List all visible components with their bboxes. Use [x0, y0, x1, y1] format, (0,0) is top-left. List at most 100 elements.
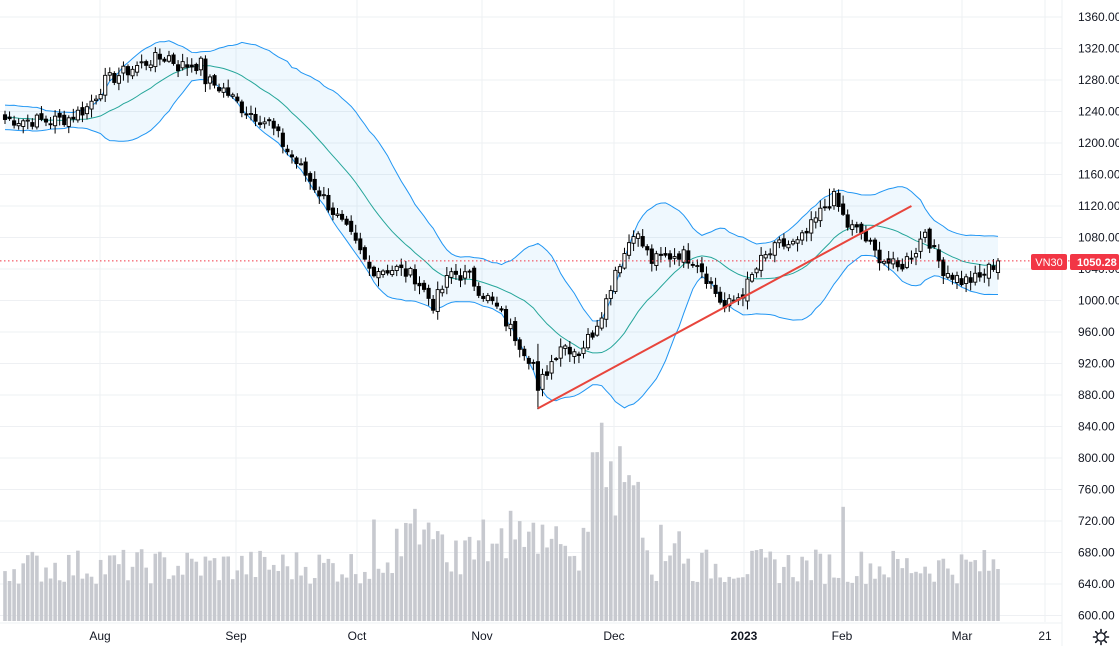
volume-bar [631, 485, 636, 622]
volume-bar [581, 527, 586, 622]
volume-bar [267, 569, 271, 622]
candle-body-up [75, 109, 80, 121]
volume-bar [94, 583, 98, 622]
candle-body-down [863, 230, 868, 242]
volume-bar [668, 555, 672, 622]
candle-body-down [458, 275, 463, 281]
volume-bar [531, 522, 536, 622]
volume-bar [176, 565, 180, 622]
candle-body-up [21, 120, 26, 127]
candle-body-up [964, 276, 969, 284]
volume-bar [813, 549, 818, 622]
candle-body-down [2, 114, 8, 120]
volume-bar [513, 539, 517, 622]
time-axis[interactable]: Aug Sep Oct Nov Dec 2023 Feb Mar 21 [0, 622, 1062, 643]
volume-bar [959, 554, 964, 622]
price-tick-label: 1280.00 [1078, 73, 1119, 87]
volume-bar [695, 581, 700, 622]
band-lower [4, 79, 998, 409]
candle-body-up [749, 274, 755, 282]
volume-bar [308, 583, 312, 622]
volume-bar [549, 538, 554, 622]
volume-bar [732, 578, 736, 622]
candle-body-down [189, 64, 194, 68]
candle-body-up [207, 76, 213, 84]
candle-body-up [381, 270, 386, 276]
trendline-segment[interactable] [537, 205, 912, 410]
volume-bar [891, 550, 896, 622]
volume-bar [950, 574, 955, 622]
settings-gear-icon[interactable] [1092, 628, 1110, 646]
candle-body-up [335, 213, 340, 216]
candle-body-up [986, 263, 991, 279]
candle-body-down [71, 116, 76, 120]
volume-bar [882, 574, 886, 622]
candle-body-down [718, 291, 723, 303]
volume-bar [877, 566, 882, 622]
volume-bar [627, 475, 631, 622]
candle-body-down [836, 192, 841, 207]
candle-body-up [626, 242, 632, 256]
candle-body-down [112, 72, 117, 83]
candle-body-down [244, 113, 249, 116]
time-tick-label: 21 [1038, 629, 1052, 643]
candle-body-up [918, 238, 923, 252]
candle-body-down [576, 353, 581, 356]
volume-bar [117, 564, 121, 622]
volume-bar [540, 524, 545, 622]
candle-body-down [690, 263, 695, 266]
volume-bar [609, 461, 613, 622]
time-tick-label: Oct [348, 629, 367, 643]
candle-body-up [572, 351, 577, 357]
candle-body-up [116, 75, 121, 84]
candle-body-up [139, 61, 144, 64]
volume-bar [586, 531, 590, 622]
volume-bar [240, 555, 244, 622]
volume-bar [76, 550, 80, 622]
band-basis [4, 65, 999, 354]
volume-bar [996, 568, 1000, 622]
volume-bar [750, 550, 754, 622]
candle-body-up [89, 100, 94, 110]
volume-bar [294, 552, 299, 622]
trendline[interactable] [537, 205, 912, 410]
volume-bar [782, 566, 786, 622]
candle-body-up [923, 231, 928, 238]
price-axis[interactable]: 1360.00 1320.00 1280.00 1240.00 1200.00 1160.… [1061, 0, 1119, 646]
volume-bar [517, 521, 522, 622]
volume-bar [394, 528, 399, 622]
volume-bar [763, 557, 768, 622]
candle-body-up [135, 65, 140, 73]
volume-bar [873, 578, 877, 622]
candle-body-down [349, 220, 354, 232]
volume-bar [30, 551, 35, 622]
volume-bar [622, 482, 627, 622]
volume-bar [490, 543, 495, 622]
candle-body-down [385, 270, 390, 274]
candle-body-down [308, 173, 313, 182]
volume-bar [472, 559, 476, 622]
candle-body-down [157, 53, 162, 60]
candle-body-down [781, 238, 786, 247]
candle-body-up [121, 65, 126, 74]
volume-bar [686, 558, 691, 622]
volume-bar [317, 554, 322, 622]
volume-bar [640, 537, 645, 622]
volume-bar [946, 568, 950, 622]
candle-body-down [804, 230, 809, 234]
candle-body-down [895, 260, 900, 268]
candle-body-up [390, 270, 395, 276]
volume-bar [363, 571, 367, 622]
candle-body-down [403, 268, 408, 277]
price-tick-label: 1360.00 [1078, 10, 1119, 24]
volume-bar [367, 578, 372, 622]
candle-body-up [818, 207, 823, 222]
volume-bar [677, 531, 681, 622]
candle-body-down [476, 286, 481, 296]
volume-bar [736, 577, 741, 622]
candle-body-down [567, 346, 572, 355]
candle-body-down [39, 113, 44, 120]
volume-bar [48, 578, 53, 622]
volume-bar [353, 574, 358, 622]
